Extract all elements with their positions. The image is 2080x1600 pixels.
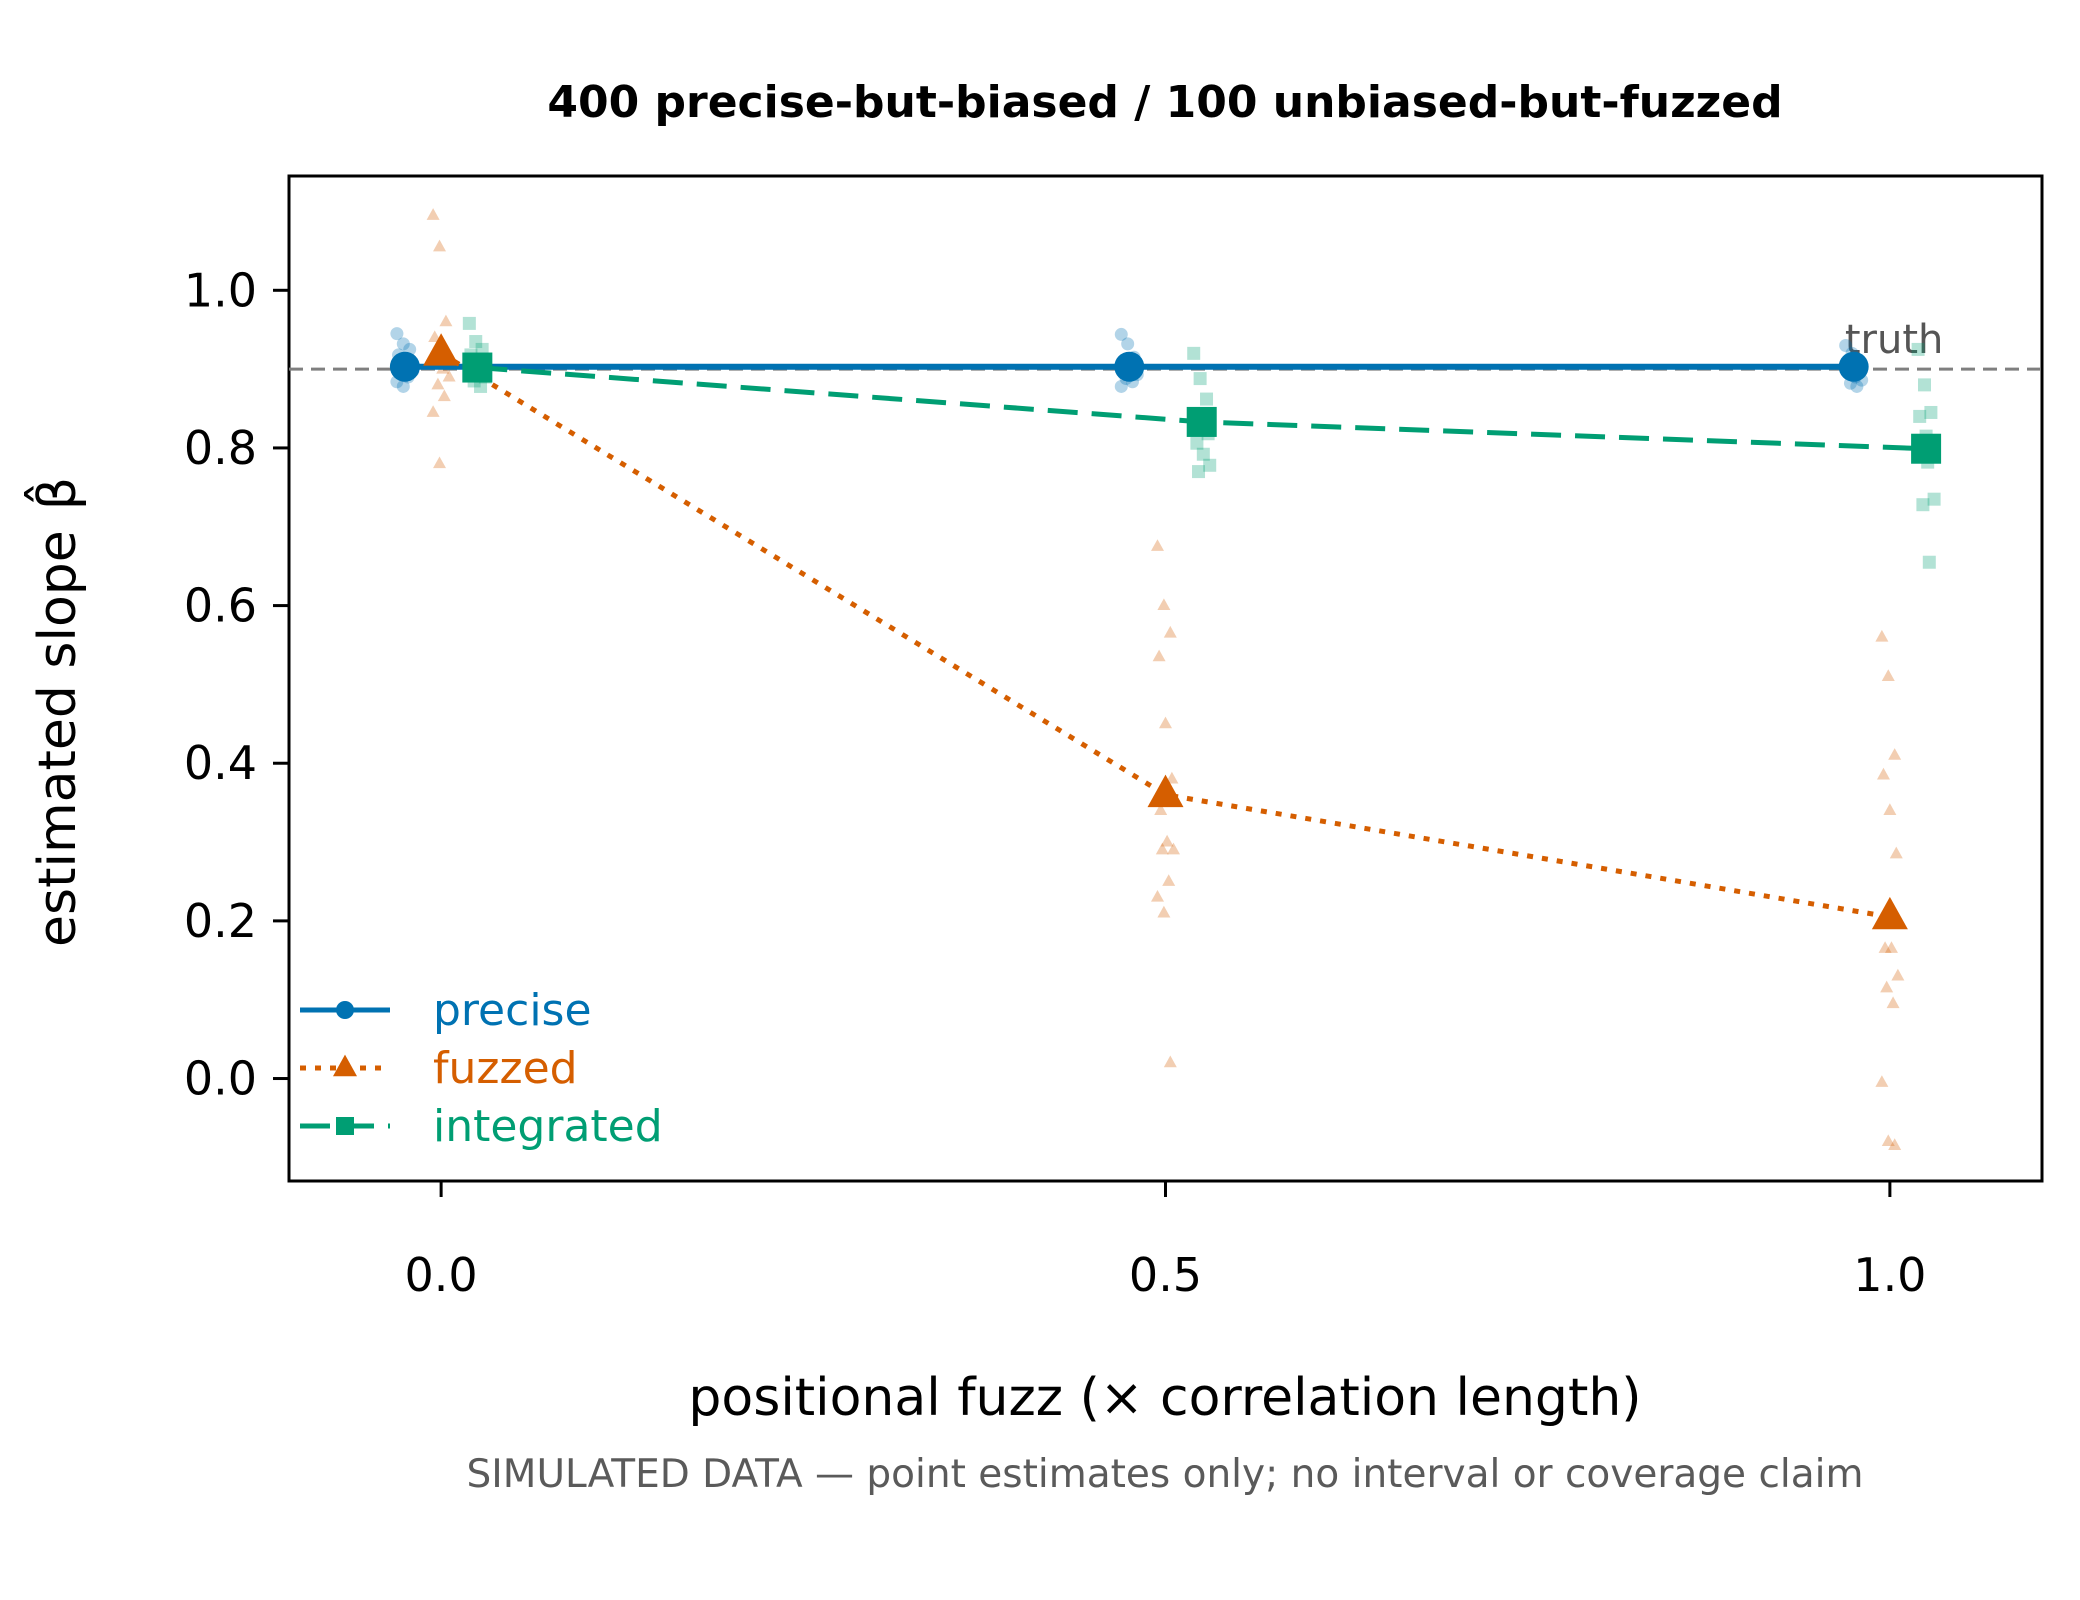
point-precise	[389, 351, 420, 382]
replicate-point-fuzzed	[1888, 1138, 1902, 1150]
replicate-point-integrated	[1917, 378, 1931, 392]
replicate-point-fuzzed	[1163, 1055, 1177, 1068]
point-fuzzed	[1147, 774, 1184, 808]
replicate-point-fuzzed	[1167, 842, 1180, 855]
replicate-point-fuzzed	[1154, 803, 1168, 815]
replicate-point-fuzzed	[433, 239, 447, 252]
replicate-point-fuzzed	[1151, 539, 1164, 551]
point-precise	[1838, 351, 1869, 382]
replicate-point-fuzzed	[1163, 625, 1177, 638]
replicate-point-integrated	[474, 379, 488, 393]
x-axis-label: positional fuzz (× correlation length)	[688, 1368, 1641, 1428]
replicate-point-fuzzed	[1152, 649, 1166, 662]
y-tick-label: 0.4	[184, 736, 257, 790]
y-tick-label: 0.2	[184, 894, 257, 948]
replicate-point-integrated	[1911, 342, 1925, 356]
y-axis-label-text: estimated slope	[28, 530, 88, 947]
replicate-point-precise	[1114, 327, 1128, 341]
replicate-point-fuzzed	[442, 369, 456, 382]
point-precise	[1114, 351, 1145, 382]
y-axis-label: estimated slope β̂	[24, 477, 88, 947]
x-tick-label: 0.0	[405, 1248, 478, 1302]
simulated-data-note: SIMULATED DATA — point estimates only; n…	[467, 1452, 1864, 1497]
replicate-point-integrated	[1916, 498, 1930, 512]
replicate-point-integrated	[1203, 458, 1217, 472]
point-integrated	[462, 352, 493, 383]
replicate-point-precise	[390, 327, 404, 341]
replicate-point-integrated	[1196, 447, 1210, 461]
y-tick-label: 0.0	[184, 1052, 257, 1106]
replicate-point-fuzzed	[1889, 846, 1903, 859]
replicate-point-integrated	[469, 335, 483, 349]
replicate-point-fuzzed	[426, 208, 440, 220]
replicate-point-fuzzed	[433, 456, 447, 469]
x-tick-label: 0.5	[1129, 1248, 1202, 1302]
replicate-point-fuzzed	[1157, 598, 1171, 611]
y-tick-label: 1.0	[184, 263, 257, 317]
replicate-point-fuzzed	[431, 377, 445, 390]
replicate-point-precise	[1121, 337, 1135, 351]
replicate-point-fuzzed	[1160, 834, 1174, 847]
series-line-fuzzed	[439, 351, 1891, 920]
chart-title: 400 precise-but-biased / 100 unbiased-bu…	[547, 77, 1782, 128]
replicate-point-fuzzed	[1162, 874, 1176, 886]
legend-label-fuzzed: fuzzed	[433, 1043, 578, 1094]
x-tick-label: 1.0	[1853, 1248, 1926, 1302]
replicate-point-integrated	[1200, 392, 1214, 406]
replicate-point-precise	[1850, 379, 1864, 393]
replicate-point-precise	[396, 379, 410, 393]
replicate-point-fuzzed	[1888, 748, 1902, 760]
replicate-point-fuzzed	[1875, 629, 1889, 642]
replicate-point-fuzzed	[1159, 716, 1172, 729]
y-tick-label: 0.8	[184, 421, 257, 475]
replicate-point-integrated	[1924, 405, 1938, 419]
replicate-point-precise	[396, 337, 410, 351]
replicate-point-fuzzed	[1876, 767, 1890, 780]
replicate-point-integrated	[1922, 555, 1936, 569]
y-axis-label-symbol: β̂	[24, 477, 88, 510]
legend: precise fuzzed integrated	[300, 985, 663, 1152]
replicate-point-integrated	[1192, 465, 1206, 479]
replicate-point-integrated	[1187, 346, 1201, 360]
legend-marker-integrated	[336, 1117, 354, 1135]
replicate-point-fuzzed	[1155, 842, 1169, 855]
point-integrated	[1186, 406, 1217, 437]
replicate-point-fuzzed	[1886, 996, 1900, 1009]
replicate-point-fuzzed	[1881, 1134, 1895, 1147]
replicate-point-integrated	[1913, 409, 1927, 423]
replicate-point-fuzzed	[1875, 1075, 1889, 1087]
point-fuzzed	[1871, 896, 1908, 930]
replicate-point-fuzzed	[437, 389, 451, 402]
replicate-point-precise	[1114, 379, 1128, 393]
replicate-point-fuzzed	[1151, 889, 1164, 902]
y-tick-label: 0.6	[184, 579, 257, 633]
legend-label-integrated: integrated	[433, 1101, 663, 1152]
replicate-point-fuzzed	[1891, 968, 1905, 981]
replicate-point-fuzzed	[1883, 803, 1897, 815]
replicate-point-integrated	[1193, 372, 1207, 386]
replicate-point-fuzzed	[1157, 905, 1171, 918]
replicate-point-fuzzed	[1878, 941, 1892, 953]
replicate-point-integrated	[462, 316, 476, 330]
replicate-point-fuzzed	[426, 405, 440, 417]
legend-label-precise: precise	[433, 985, 592, 1036]
replicate-point-integrated	[1190, 436, 1204, 450]
replicate-point-fuzzed	[1881, 669, 1895, 681]
point-integrated	[1911, 433, 1942, 464]
legend-marker-fuzzed	[333, 1054, 357, 1077]
replicate-point-precise	[1839, 338, 1853, 352]
point-fuzzed	[423, 333, 460, 366]
replicate-point-fuzzed	[439, 314, 453, 327]
replicate-point-integrated	[1927, 492, 1941, 506]
replicate-point-fuzzed	[1880, 980, 1894, 993]
legend-marker-precise	[336, 1001, 354, 1019]
replicate-point-fuzzed	[1884, 941, 1898, 953]
